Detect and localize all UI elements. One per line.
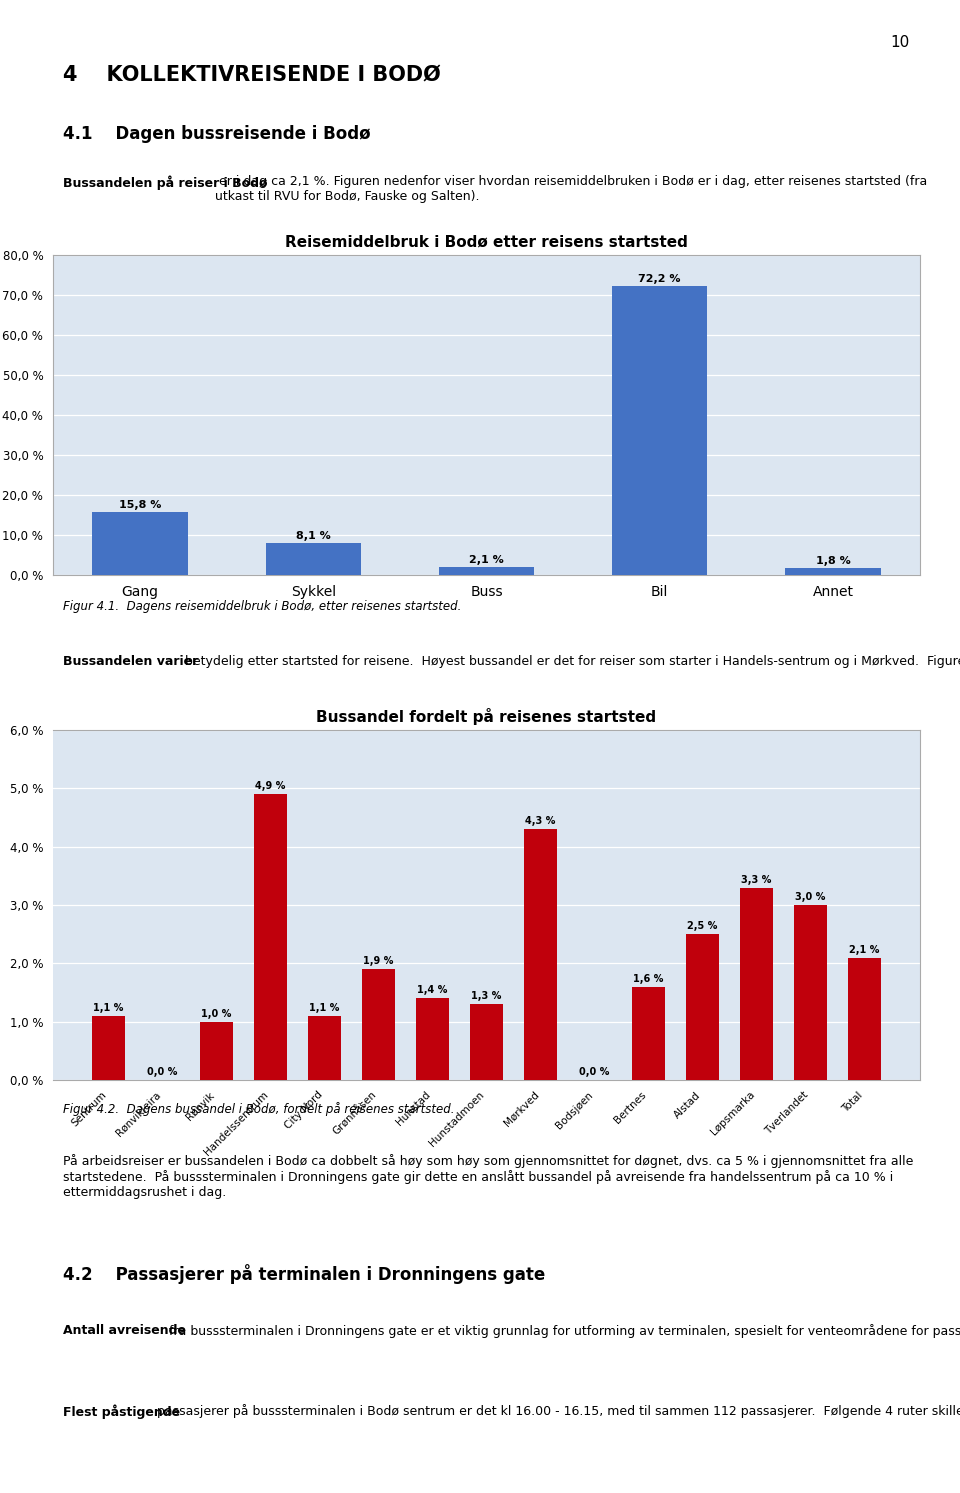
Text: Bussandelen varier: Bussandelen varier — [63, 655, 199, 667]
Bar — [92, 512, 188, 575]
Bar — [633, 987, 664, 1079]
Bar — [785, 567, 880, 575]
Text: 2,5 %: 2,5 % — [687, 921, 718, 932]
Text: 1,4 %: 1,4 % — [418, 985, 447, 996]
Text: betydelig etter startsted for reisene.  Høyest bussandel er det for reiser som s: betydelig etter startsted for reisene. H… — [181, 655, 960, 667]
Text: 0,0 %: 0,0 % — [579, 1067, 610, 1076]
Text: 3,0 %: 3,0 % — [795, 893, 826, 902]
Text: 2,1 %: 2,1 % — [469, 554, 504, 564]
Text: Figur 4.1.  Dagens reisemiddelbruk i Bodø, etter reisenes startsted.: Figur 4.1. Dagens reisemiddelbruk i Bodø… — [63, 600, 462, 614]
Bar — [362, 969, 395, 1079]
Bar — [266, 542, 361, 575]
Text: 15,8 %: 15,8 % — [119, 500, 161, 509]
Bar — [92, 1015, 125, 1079]
Bar — [740, 887, 773, 1079]
Title: Reisemiddelbruk i Bodø etter reisens startsted: Reisemiddelbruk i Bodø etter reisens sta… — [285, 234, 688, 249]
Bar — [254, 794, 287, 1079]
Text: Figur 4.2.  Dagens bussandel i Bodø, fordelt på reisenes startsted.: Figur 4.2. Dagens bussandel i Bodø, ford… — [63, 1102, 454, 1115]
Text: 4    KOLLEKTIVREISENDE I BODØ: 4 KOLLEKTIVREISENDE I BODØ — [63, 66, 441, 85]
Text: 1,1 %: 1,1 % — [93, 1003, 124, 1012]
Bar — [417, 999, 448, 1079]
Text: 10: 10 — [891, 34, 910, 49]
Bar — [612, 287, 708, 575]
Text: 0,0 %: 0,0 % — [148, 1067, 178, 1076]
Text: 2,1 %: 2,1 % — [850, 945, 879, 954]
Text: 1,1 %: 1,1 % — [309, 1003, 340, 1012]
Text: Flest påstigende: Flest påstigende — [63, 1403, 180, 1418]
Title: Bussandel fordelt på reisenes startsted: Bussandel fordelt på reisenes startsted — [317, 708, 657, 724]
Text: 1,9 %: 1,9 % — [363, 956, 394, 966]
Bar — [686, 935, 719, 1079]
Bar — [308, 1015, 341, 1079]
Bar — [794, 905, 827, 1079]
Text: 4,9 %: 4,9 % — [255, 781, 286, 791]
Bar — [849, 957, 880, 1079]
Text: Antall avreisende: Antall avreisende — [63, 1324, 186, 1338]
Text: 1,8 %: 1,8 % — [816, 555, 851, 566]
Text: 1,6 %: 1,6 % — [634, 973, 663, 984]
Text: 1,3 %: 1,3 % — [471, 991, 502, 1002]
Text: 8,1 %: 8,1 % — [296, 530, 330, 540]
Text: Bussandelen på reiser i Bodø: Bussandelen på reiser i Bodø — [63, 175, 268, 190]
Bar — [470, 1005, 503, 1079]
Text: fra busssterminalen i Dronningens gate er et viktig grunnlag for utforming av te: fra busssterminalen i Dronningens gate e… — [165, 1324, 960, 1338]
Text: På arbeidsreiser er bussandelen i Bodø ca dobbelt så høy som høy som gjennomsnit: På arbeidsreiser er bussandelen i Bodø c… — [63, 1154, 913, 1199]
Bar — [524, 829, 557, 1079]
Bar — [201, 1021, 232, 1079]
Text: 72,2 %: 72,2 % — [638, 275, 681, 284]
Bar — [439, 567, 534, 575]
Text: 1,0 %: 1,0 % — [202, 1009, 231, 1018]
Text: 4.2    Passasjerer på terminalen i Dronningens gate: 4.2 Passasjerer på terminalen i Dronning… — [63, 1265, 545, 1284]
Text: 4.1    Dagen bussreisende i Bodø: 4.1 Dagen bussreisende i Bodø — [63, 125, 371, 143]
Text: 4,3 %: 4,3 % — [525, 817, 556, 826]
Text: er i dag ca 2,1 %. Figuren nedenfor viser hvordan reisemiddelbruken i Bodø er i : er i dag ca 2,1 %. Figuren nedenfor vise… — [215, 175, 927, 203]
Text: 3,3 %: 3,3 % — [741, 875, 772, 884]
Text: passasjerer på busssterminalen i Bodø sentrum er det kl 16.00 - 16.15, med til s: passasjerer på busssterminalen i Bodø se… — [153, 1403, 960, 1418]
